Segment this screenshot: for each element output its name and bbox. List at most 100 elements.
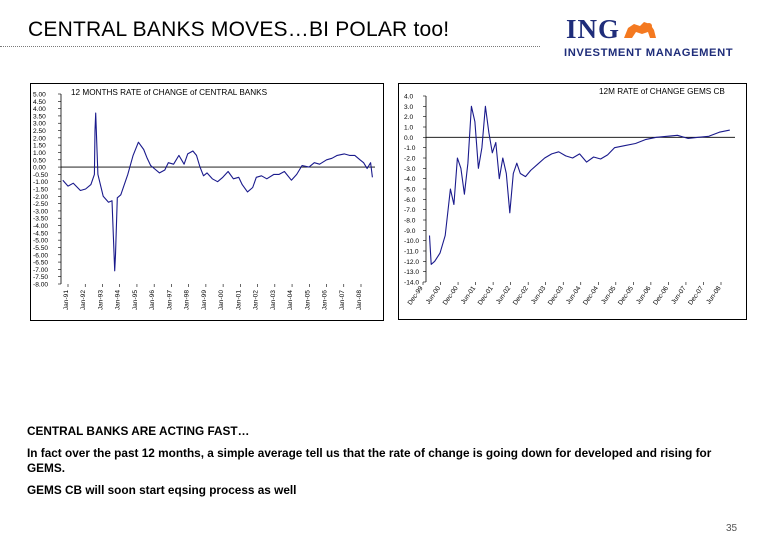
commentary-paragraph: GEMS CB will soon start eqsing process a… [27, 483, 297, 497]
y-tick-label: -6.00 [33, 252, 48, 259]
y-tick-label: -7.00 [33, 267, 48, 274]
x-tick-label: Jan-95 [132, 290, 139, 310]
series-line [428, 105, 730, 265]
ing-logo: ING INVESTMENT MANAGEMENT [558, 14, 758, 64]
x-tick-label: Dec-99 [407, 285, 425, 307]
y-tick-label: -8.0 [404, 218, 416, 225]
y-tick-label: 0.0 [404, 135, 413, 142]
page-number: 35 [726, 523, 738, 534]
y-tick-label: 3.50 [33, 113, 46, 120]
y-tick-label: -4.0 [404, 176, 416, 183]
y-tick-label: -6.0 [404, 197, 416, 204]
y-tick-label: 2.50 [33, 128, 46, 135]
y-tick-label: -2.0 [404, 156, 416, 163]
x-tick-label: Jan-01 [235, 290, 242, 310]
x-tick-label: Jan-91 [63, 290, 70, 310]
x-tick-label: Jan-04 [287, 290, 294, 310]
x-tick-label: Dec-04 [582, 285, 600, 307]
commentary-heading: CENTRAL BANKS ARE ACTING FAST… [27, 424, 250, 438]
y-tick-label: 0.50 [33, 157, 46, 164]
y-tick-label: 1.00 [33, 150, 46, 157]
commentary-paragraph: In fact over the past 12 months, a simpl… [27, 446, 712, 475]
y-tick-label: 3.00 [33, 121, 46, 128]
y-tick-label: -6.50 [33, 260, 48, 267]
header-divider [0, 46, 540, 47]
x-tick-label: Jan-08 [356, 290, 363, 310]
x-tick-label: Jan-93 [97, 290, 104, 310]
x-tick-label: Jan-98 [184, 290, 191, 310]
x-tick-label: Jun-06 [635, 285, 652, 306]
y-tick-label: -8.00 [33, 282, 48, 289]
series-line [62, 112, 373, 272]
y-tick-label: -11.0 [404, 249, 419, 256]
developed-cb-chart-panel: 12 MONTHS RATE of CHANGE of CENTRAL BANK… [30, 83, 384, 321]
y-tick-label: 0.00 [33, 165, 46, 172]
x-tick-label: Jan-99 [201, 290, 208, 310]
chart-title: 12 MONTHS RATE of CHANGE of CENTRAL BANK… [71, 88, 268, 97]
y-tick-label: -5.0 [404, 187, 416, 194]
y-tick-label: -5.50 [33, 245, 48, 252]
y-tick-label: -4.00 [33, 223, 48, 230]
y-tick-label: -5.00 [33, 238, 48, 245]
slide-title: CENTRAL BANKS MOVES…BI POLAR too! [28, 18, 450, 41]
x-tick-label: Jan-06 [322, 290, 329, 310]
x-tick-label: Jan-97 [166, 290, 173, 310]
y-tick-label: -7.50 [33, 274, 48, 281]
x-tick-label: Jan-92 [80, 290, 87, 310]
x-tick-label: Jun-02 [495, 285, 512, 306]
y-tick-label: -3.00 [33, 208, 48, 215]
y-tick-label: 1.50 [33, 143, 46, 150]
x-tick-label: Dec-03 [547, 285, 565, 307]
y-tick-label: 4.00 [33, 106, 46, 113]
y-tick-label: -0.50 [33, 172, 48, 179]
x-tick-label: Jan-00 [218, 290, 225, 310]
y-tick-label: -12.0 [404, 259, 419, 266]
y-tick-label: -1.50 [33, 187, 48, 194]
x-tick-label: Jan-96 [149, 290, 156, 310]
y-tick-label: 5.00 [33, 92, 46, 99]
y-tick-label: -10.0 [404, 238, 419, 245]
y-tick-label: -1.0 [404, 145, 416, 152]
y-tick-label: -1.00 [33, 179, 48, 186]
y-tick-label: -2.00 [33, 194, 48, 201]
plot-area [426, 96, 735, 282]
x-tick-label: Jan-02 [253, 290, 260, 310]
x-tick-label: Dec-06 [652, 285, 670, 307]
y-tick-label: -2.50 [33, 201, 48, 208]
x-tick-label: Dec-07 [687, 285, 705, 307]
x-tick-label: Dec-00 [442, 285, 460, 307]
x-tick-label: Dec-05 [617, 285, 635, 307]
x-tick-label: Jun-07 [670, 285, 687, 306]
x-tick-label: Jun-08 [705, 285, 722, 306]
plot-area [61, 94, 375, 284]
y-tick-label: 3.0 [404, 104, 413, 111]
y-tick-label: 2.00 [33, 135, 46, 142]
x-tick-label: Jan-94 [115, 290, 122, 310]
x-tick-label: Jan-05 [304, 290, 311, 310]
x-tick-label: Jan-03 [270, 290, 277, 310]
y-tick-label: -13.0 [404, 269, 419, 276]
x-tick-label: Jun-03 [530, 285, 547, 306]
gems-cb-chart: 12M RATE of CHANGE GEMS CB 4.0 3.0 2.0 1.0 0.… [404, 87, 735, 307]
x-tick-label: Dec-01 [477, 285, 495, 307]
y-tick-label: 2.0 [404, 114, 413, 121]
logo-subtitle: INVESTMENT MANAGEMENT [564, 47, 734, 59]
y-tick-label: -4.50 [33, 230, 48, 237]
commentary: CENTRAL BANKS ARE ACTING FAST… In fact o… [27, 424, 737, 505]
y-tick-label: -3.50 [33, 216, 48, 223]
y-tick-label: -3.0 [404, 166, 416, 173]
x-tick-label: Jan-07 [339, 290, 346, 310]
y-tick-label: -7.0 [404, 207, 416, 214]
gems-cb-chart-panel: 12M RATE of CHANGE GEMS CB 4.0 3.0 2.0 1.0 0.… [398, 83, 747, 320]
y-tick-label: 1.0 [404, 125, 413, 132]
y-tick-label: -14.0 [404, 280, 419, 287]
x-tick-label: Jun-04 [565, 285, 582, 306]
chart-title: 12M RATE of CHANGE GEMS CB [599, 87, 725, 96]
y-tick-label: 4.0 [404, 94, 413, 101]
x-tick-label: Dec-02 [512, 285, 530, 307]
developed-cb-chart: 12 MONTHS RATE of CHANGE of CENTRAL BANK… [33, 88, 375, 310]
x-tick-label: Jun-00 [425, 285, 442, 306]
logo-wordmark: ING [566, 14, 621, 44]
x-tick-label: Jun-05 [600, 285, 617, 306]
y-tick-label: -9.0 [404, 228, 416, 235]
